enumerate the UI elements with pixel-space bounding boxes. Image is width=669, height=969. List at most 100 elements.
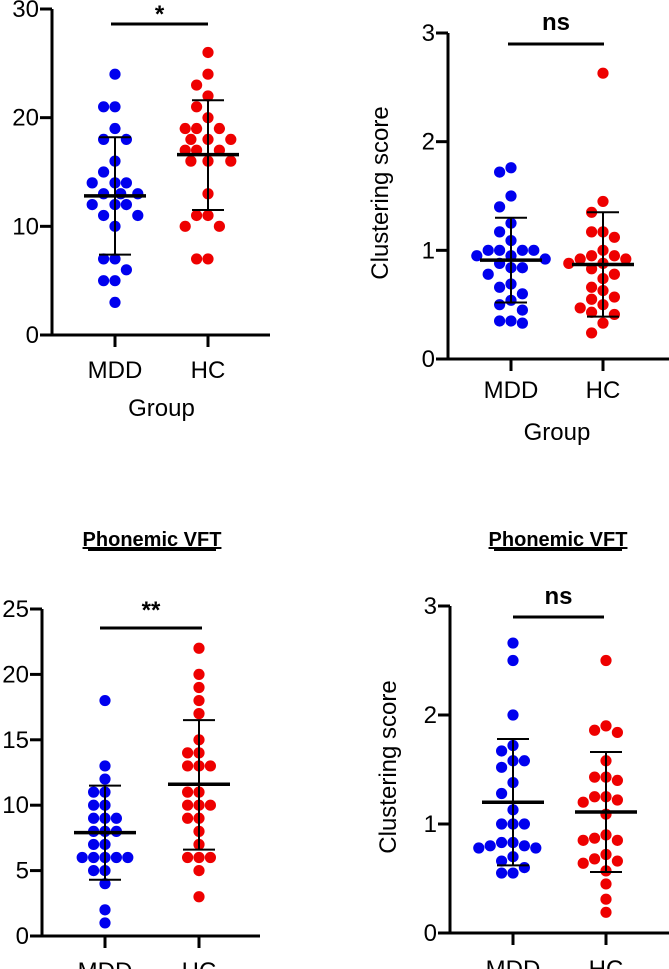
panel-1: 0 10 20 30 MDD HC Group * bbox=[12, 0, 270, 422]
data-point bbox=[516, 317, 529, 329]
data-point bbox=[608, 250, 621, 262]
data-point bbox=[586, 281, 598, 293]
data-point bbox=[191, 101, 203, 113]
data-point bbox=[608, 291, 621, 303]
data-point bbox=[88, 838, 100, 851]
data-point bbox=[518, 862, 531, 874]
data-point bbox=[185, 133, 197, 145]
data-point bbox=[179, 220, 191, 232]
y-tick-label: 0 bbox=[424, 920, 437, 947]
data-point bbox=[484, 840, 496, 852]
data-point bbox=[88, 786, 100, 798]
data-point bbox=[530, 842, 542, 854]
data-point bbox=[193, 708, 205, 720]
data-point bbox=[528, 244, 540, 256]
data-point bbox=[496, 818, 508, 830]
data-point bbox=[507, 654, 519, 667]
data-point bbox=[204, 799, 216, 811]
data-point bbox=[507, 709, 519, 721]
data-point bbox=[109, 101, 121, 113]
data-point bbox=[608, 231, 621, 243]
x-axis-label: Group bbox=[128, 395, 195, 422]
data-point bbox=[589, 771, 601, 783]
x-axis-label: Group bbox=[524, 419, 591, 446]
data-point bbox=[608, 268, 621, 280]
data-point bbox=[99, 878, 111, 890]
y-tick-label: 0 bbox=[26, 322, 39, 349]
data-point bbox=[120, 177, 132, 189]
data-point bbox=[494, 201, 506, 213]
data-point bbox=[225, 155, 237, 167]
x-tick-label: MDD bbox=[78, 958, 133, 969]
data-point bbox=[98, 209, 110, 222]
data-point bbox=[516, 262, 529, 274]
y-tick-label: 0 bbox=[422, 346, 435, 373]
series-mdd bbox=[74, 694, 136, 929]
data-point bbox=[496, 745, 508, 757]
data-point bbox=[577, 796, 589, 808]
series-mdd bbox=[473, 637, 544, 879]
data-point bbox=[99, 904, 111, 916]
data-point bbox=[99, 760, 111, 772]
data-point bbox=[507, 867, 519, 879]
data-point bbox=[109, 68, 121, 80]
data-point bbox=[600, 654, 612, 667]
y-tick-label: 2 bbox=[422, 129, 435, 156]
data-point bbox=[225, 133, 237, 145]
data-point bbox=[110, 851, 122, 864]
data-point bbox=[539, 253, 551, 265]
data-point bbox=[191, 122, 203, 135]
data-point bbox=[193, 642, 205, 654]
panel-3: Phonemic VFT 0 5 10 15 20 25 MDD HC ** bbox=[2, 529, 260, 969]
panel-4: Phonemic VFT 0 1 2 3 MDD HC Clustering score ns bbox=[375, 529, 669, 969]
data-point bbox=[202, 209, 214, 222]
data-point bbox=[88, 865, 100, 877]
data-point bbox=[518, 840, 531, 852]
chart-title: Phonemic VFT bbox=[83, 529, 222, 551]
data-point bbox=[496, 836, 508, 849]
data-point bbox=[494, 244, 506, 256]
y-axis-label: Clustering score bbox=[375, 680, 402, 853]
data-point bbox=[574, 253, 586, 265]
data-point bbox=[99, 917, 111, 929]
data-point bbox=[86, 199, 98, 211]
y-tick-label: 1 bbox=[424, 811, 437, 838]
significance-label: ns bbox=[542, 9, 570, 36]
data-point bbox=[213, 220, 225, 232]
x-tick-label: MDD bbox=[484, 377, 539, 404]
data-point bbox=[120, 133, 132, 145]
data-point bbox=[86, 177, 98, 189]
data-point bbox=[98, 253, 110, 265]
data-point bbox=[597, 195, 609, 208]
data-point bbox=[132, 209, 144, 222]
data-point bbox=[586, 327, 598, 339]
data-point bbox=[122, 851, 134, 864]
data-point bbox=[185, 155, 197, 167]
data-point bbox=[494, 226, 506, 238]
data-point bbox=[193, 681, 205, 694]
data-point bbox=[202, 68, 214, 80]
data-point bbox=[577, 834, 589, 846]
data-point bbox=[586, 250, 598, 262]
data-point bbox=[109, 253, 121, 265]
data-point bbox=[505, 162, 517, 174]
panel-2: 0 1 2 3 MDD HC Group Clustering score ns bbox=[367, 9, 669, 446]
significance-label: ns bbox=[544, 583, 572, 610]
data-point bbox=[516, 244, 529, 256]
significance-label: ** bbox=[142, 597, 161, 624]
data-point bbox=[494, 299, 506, 311]
data-point bbox=[496, 761, 508, 773]
y-tick-label: 1 bbox=[422, 237, 435, 264]
data-point bbox=[473, 842, 485, 854]
data-point bbox=[494, 281, 506, 293]
data-point bbox=[182, 851, 194, 864]
x-tick-label: HC bbox=[182, 958, 217, 969]
y-tick-label: 30 bbox=[12, 0, 39, 23]
data-point bbox=[98, 275, 110, 287]
data-point bbox=[109, 275, 121, 287]
data-point bbox=[88, 812, 100, 824]
data-point bbox=[191, 253, 203, 265]
data-point bbox=[204, 851, 216, 864]
y-tick-label: 5 bbox=[16, 858, 29, 885]
